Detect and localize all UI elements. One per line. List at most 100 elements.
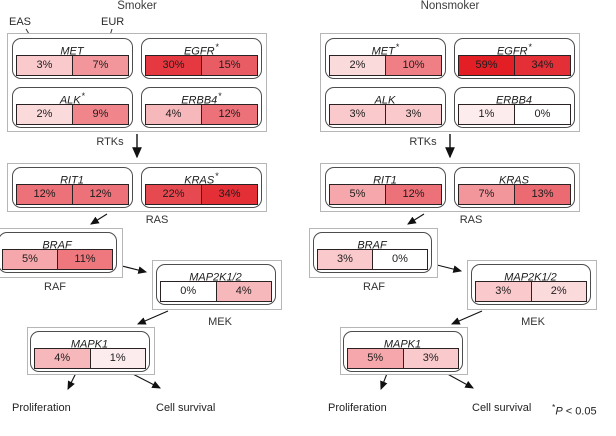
significance-star: * bbox=[81, 91, 86, 101]
stage-label-ras-smoker: RAS bbox=[145, 214, 169, 226]
stage-label-raf-nonsmoker: RAF bbox=[363, 281, 385, 293]
stage-label-rtks-nonsmoker: RTKs bbox=[409, 136, 437, 148]
gene-cells: 30% 15% bbox=[145, 55, 258, 76]
outcome-proliferation-nonsmoker: Proliferation bbox=[328, 402, 387, 414]
gene-box-met-nonsmoker: MET* 2% 10% bbox=[325, 38, 446, 79]
arrow-ras-to-raf-nonsmoker bbox=[407, 213, 425, 225]
eas-cell: 12% bbox=[17, 185, 72, 204]
gene-box-braf-nonsmoker: BRAF 3% 0% bbox=[313, 232, 432, 273]
eas-cell: 22% bbox=[146, 185, 201, 204]
eur-cell: 12% bbox=[201, 105, 257, 124]
gene-cells: 59% 34% bbox=[458, 55, 571, 76]
eur-cell: 12% bbox=[72, 185, 128, 204]
eas-cell: 5% bbox=[3, 250, 57, 269]
eas-label: EAS bbox=[9, 16, 32, 28]
eas-cell: 59% bbox=[459, 56, 514, 75]
gene-cells: 3% 2% bbox=[475, 281, 587, 302]
gene-box-egfr-nonsmoker: EGFR* 59% 34% bbox=[454, 38, 575, 79]
significance-star: * bbox=[215, 42, 220, 52]
gene-box-egfr-smoker: EGFR* 30% 15% bbox=[141, 38, 262, 79]
gene-name-erbb4-nonsmoker: ERBB4 bbox=[495, 94, 533, 107]
eas-cell: 3% bbox=[17, 56, 72, 75]
gene-name-alk-nonsmoker: ALK bbox=[374, 94, 396, 107]
eur-cell: 12% bbox=[385, 185, 441, 204]
gene-box-map2k12-smoker: MAP2K1/2 0% 4% bbox=[156, 264, 276, 305]
eur-cell: 1% bbox=[89, 349, 145, 368]
eas-cell: 3% bbox=[476, 282, 531, 301]
eur-cell: 34% bbox=[201, 185, 257, 204]
gene-name-egfr-nonsmoker: EGFR* bbox=[496, 42, 533, 58]
eur-cell: 3% bbox=[402, 349, 458, 368]
eas-cell: 7% bbox=[459, 185, 514, 204]
gene-cells: 0% 4% bbox=[160, 281, 272, 302]
eur-cell: 4% bbox=[215, 282, 271, 301]
outcome-cell-survival-nonsmoker: Cell survival bbox=[472, 402, 532, 414]
gene-cells: 5% 12% bbox=[329, 184, 442, 205]
eas-cell: 2% bbox=[17, 105, 72, 124]
gene-cells: 3% 0% bbox=[317, 249, 428, 270]
significance-footnote: *P < 0.05 bbox=[552, 402, 597, 418]
gene-name-kras-smoker: KRAS* bbox=[184, 171, 219, 187]
gene-name-kras-nonsmoker: KRAS bbox=[499, 174, 529, 187]
eur-cell: 13% bbox=[514, 185, 570, 204]
stage-label-rtks-smoker: RTKs bbox=[96, 136, 124, 148]
stage-label-raf-smoker: RAF bbox=[44, 281, 66, 293]
gene-cells: 4% 12% bbox=[145, 104, 258, 125]
gene-box-rit1-nonsmoker: RIT1 5% 12% bbox=[325, 167, 446, 208]
eur-label: EUR bbox=[101, 16, 125, 28]
panel-title-smoker: Smoker bbox=[117, 0, 157, 12]
arrow-raf-to-mek-smoker bbox=[121, 265, 148, 274]
significance-star: * bbox=[528, 42, 533, 52]
gene-name-mapk1-smoker: MAPK1 bbox=[70, 338, 109, 351]
eur-cell: 0% bbox=[514, 105, 570, 124]
gene-name-braf-smoker: BRAF bbox=[42, 239, 72, 252]
eur-cell: 34% bbox=[514, 56, 570, 75]
gene-box-alk-nonsmoker: ALK 3% 3% bbox=[325, 87, 446, 128]
stage-label-mek-nonsmoker: MEK bbox=[521, 316, 545, 328]
significance-star: * bbox=[215, 171, 219, 181]
gene-box-rit1-smoker: RIT1 12% 12% bbox=[12, 167, 133, 208]
gene-cells: 2% 10% bbox=[329, 55, 442, 76]
eas-cell: 0% bbox=[161, 282, 216, 301]
eas-cell: 1% bbox=[459, 105, 514, 124]
significance-star: * bbox=[395, 42, 400, 52]
footnote-star: * bbox=[552, 402, 556, 412]
gene-box-map2k12-nonsmoker: MAP2K1/2 3% 2% bbox=[471, 264, 591, 305]
eas-cell: 4% bbox=[146, 105, 201, 124]
eas-cell: 30% bbox=[146, 56, 201, 75]
eur-cell: 3% bbox=[385, 105, 441, 124]
eur-cell: 11% bbox=[57, 250, 112, 269]
gene-box-braf-smoker: BRAF 5% 11% bbox=[0, 232, 117, 273]
stage-label-mek-smoker: MEK bbox=[208, 316, 232, 328]
eas-cell: 4% bbox=[35, 349, 90, 368]
gene-cells: 3% 3% bbox=[329, 104, 442, 125]
gene-cells: 7% 13% bbox=[458, 184, 571, 205]
gene-name-rit1-nonsmoker: RIT1 bbox=[373, 174, 397, 187]
eur-cell: 15% bbox=[201, 56, 257, 75]
gene-box-kras-nonsmoker: KRAS 7% 13% bbox=[454, 167, 575, 208]
gene-name-mapk1-nonsmoker: MAPK1 bbox=[383, 338, 422, 351]
arrow-mek-to-mapk1-nonsmoker bbox=[450, 310, 483, 325]
gene-name-braf-nonsmoker: BRAF bbox=[357, 239, 387, 252]
arrow-raf-to-mek-nonsmoker bbox=[436, 264, 463, 273]
gene-cells: 4% 1% bbox=[34, 348, 146, 369]
eas-cell: 5% bbox=[330, 185, 385, 204]
eur-cell: 9% bbox=[72, 105, 128, 124]
gene-box-erbb4-nonsmoker: ERBB4 1% 0% bbox=[454, 87, 575, 128]
gene-cells: 5% 3% bbox=[347, 348, 459, 369]
panel-title-nonsmoker: Nonsmoker bbox=[420, 0, 480, 12]
gene-name-erbb4-smoker: ERBB4* bbox=[181, 91, 222, 107]
footnote-p: P bbox=[555, 405, 563, 418]
gene-box-kras-smoker: KRAS* 22% 34% bbox=[141, 167, 262, 208]
arrow-mek-to-mapk1-smoker bbox=[136, 310, 169, 325]
outcome-proliferation-smoker: Proliferation bbox=[12, 402, 71, 414]
gene-cells: 3% 7% bbox=[16, 55, 129, 76]
gene-cells: 1% 0% bbox=[458, 104, 571, 125]
eur-cell: 10% bbox=[385, 56, 441, 75]
gene-name-egfr-smoker: EGFR* bbox=[183, 42, 220, 58]
gene-box-mapk1-smoker: MAPK1 4% 1% bbox=[30, 331, 150, 372]
gene-cells: 12% 12% bbox=[16, 184, 129, 205]
outcome-cell-survival-smoker: Cell survival bbox=[156, 402, 216, 414]
arrow-ras-to-raf-smoker bbox=[90, 213, 108, 225]
stage-label-ras-nonsmoker: RAS bbox=[459, 214, 483, 226]
